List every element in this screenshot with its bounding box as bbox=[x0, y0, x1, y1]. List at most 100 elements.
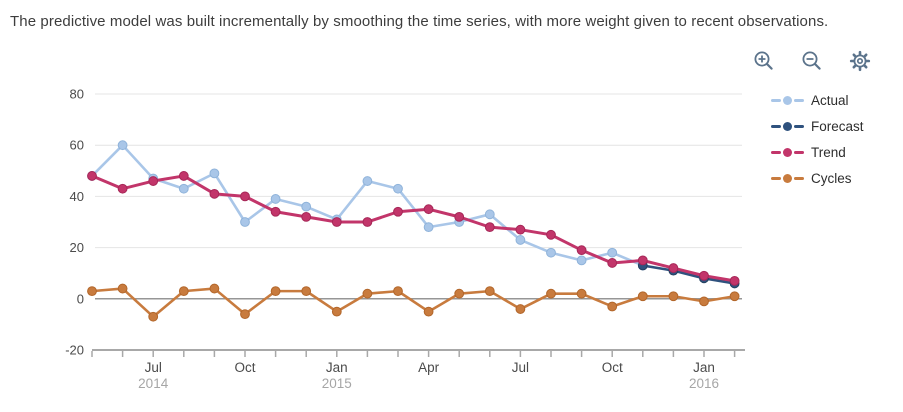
series-trend-point[interactable] bbox=[668, 263, 679, 273]
chart-legend: Actual Forecast Trend Cycles bbox=[771, 93, 864, 186]
series-cycles-point[interactable] bbox=[699, 296, 709, 307]
series-trend-point[interactable] bbox=[117, 183, 128, 194]
zoom-out-icon[interactable] bbox=[800, 49, 824, 73]
series-cycles-point[interactable] bbox=[515, 304, 526, 314]
series-cycles-point[interactable] bbox=[331, 306, 342, 317]
y-tick-label: 80 bbox=[70, 87, 84, 102]
series-actual[interactable] bbox=[87, 140, 648, 271]
series-actual-point[interactable] bbox=[546, 247, 556, 258]
y-tick-label: -20 bbox=[65, 343, 84, 358]
series-trend-line bbox=[90, 174, 737, 283]
series-actual-point[interactable] bbox=[209, 168, 220, 179]
series-trend-point[interactable] bbox=[87, 171, 97, 181]
series-cycles-point[interactable] bbox=[117, 283, 128, 294]
series-cycles-point[interactable] bbox=[423, 306, 434, 317]
y-tick-label: 0 bbox=[77, 291, 84, 306]
series-trend-point[interactable] bbox=[301, 211, 312, 222]
x-month-label: Oct bbox=[602, 360, 623, 375]
series-actual-point[interactable] bbox=[484, 209, 495, 220]
x-month-label: Jul bbox=[512, 360, 529, 375]
series-trend-point[interactable] bbox=[331, 217, 342, 227]
series-cycles-point[interactable] bbox=[301, 286, 312, 297]
legend-marker-icon bbox=[771, 148, 804, 157]
x-year-label: 2014 bbox=[138, 376, 169, 391]
x-year-label: 2016 bbox=[689, 376, 719, 391]
series-trend-point[interactable] bbox=[240, 191, 250, 202]
x-month-label: Oct bbox=[234, 360, 255, 375]
x-year-label: 2015 bbox=[322, 376, 352, 391]
series-trend-point[interactable] bbox=[454, 211, 465, 222]
series-trend-point[interactable] bbox=[515, 224, 526, 235]
legend-item-actual[interactable]: Actual bbox=[771, 93, 864, 108]
y-axis-labels: 80 60 40 20 0 -20 bbox=[65, 87, 84, 358]
series-actual-point[interactable] bbox=[178, 183, 189, 194]
series-actual-point[interactable] bbox=[240, 217, 250, 227]
series-actual-point[interactable] bbox=[607, 247, 618, 258]
legend-label: Cycles bbox=[811, 171, 852, 186]
legend-marker-icon bbox=[771, 122, 804, 131]
x-month-label: Jul bbox=[145, 360, 162, 375]
series-trend-point[interactable] bbox=[607, 258, 618, 268]
series-actual-point[interactable] bbox=[393, 183, 403, 194]
x-month-label: Jan bbox=[326, 360, 348, 375]
legend-marker-icon bbox=[771, 96, 804, 105]
series-forecast[interactable] bbox=[637, 260, 740, 289]
series-cycles-point[interactable] bbox=[178, 286, 189, 297]
series-trend[interactable] bbox=[87, 171, 740, 286]
series-cycles-point[interactable] bbox=[270, 286, 281, 297]
legend-marker-icon bbox=[771, 174, 804, 183]
series-trend-point[interactable] bbox=[637, 255, 648, 266]
series-cycles-point[interactable] bbox=[393, 286, 403, 297]
series-actual-point[interactable] bbox=[576, 255, 587, 266]
series-trend-point[interactable] bbox=[576, 245, 587, 256]
legend-item-forecast[interactable]: Forecast bbox=[771, 119, 864, 134]
legend-item-trend[interactable]: Trend bbox=[771, 145, 864, 160]
series-trend-point[interactable] bbox=[546, 229, 556, 240]
series-cycles-line bbox=[90, 287, 736, 319]
series-cycles-point[interactable] bbox=[454, 288, 465, 299]
y-tick-label: 20 bbox=[70, 240, 84, 255]
series-actual-point[interactable] bbox=[362, 176, 373, 186]
series-cycles-point[interactable] bbox=[576, 288, 587, 299]
series-actual-point[interactable] bbox=[270, 194, 281, 204]
legend-label: Actual bbox=[811, 93, 849, 108]
chart-area[interactable]: 80 60 40 20 0 -20 Jul 2014 Oct Jan 2015 Apr Jul Oct Ja… bbox=[0, 75, 903, 407]
series-trend-point[interactable] bbox=[484, 222, 495, 233]
series-trend-point[interactable] bbox=[699, 270, 709, 281]
chart-subtitle: The predictive model was built increment… bbox=[10, 13, 829, 30]
x-month-label: Jan bbox=[693, 360, 715, 375]
legend-item-cycles[interactable]: Cycles bbox=[771, 171, 864, 186]
series-trend-point[interactable] bbox=[729, 275, 740, 286]
series-cycles-point[interactable] bbox=[668, 291, 679, 302]
series-trend-point[interactable] bbox=[209, 188, 220, 199]
series-cycles-point[interactable] bbox=[148, 311, 159, 322]
series-trend-point[interactable] bbox=[393, 206, 403, 217]
series-cycles[interactable] bbox=[87, 283, 740, 322]
series-cycles-point[interactable] bbox=[729, 291, 740, 302]
series-trend-point[interactable] bbox=[270, 206, 281, 217]
series-trend-point[interactable] bbox=[178, 171, 189, 181]
settings-gear-icon[interactable] bbox=[848, 49, 872, 73]
series-cycles-point[interactable] bbox=[546, 288, 556, 299]
series-actual-point[interactable] bbox=[117, 140, 128, 151]
series-actual-point[interactable] bbox=[515, 235, 526, 245]
series-cycles-point[interactable] bbox=[484, 286, 495, 297]
x-month-label: Apr bbox=[418, 360, 440, 375]
series-cycles-point[interactable] bbox=[240, 309, 250, 320]
series-cycles-point[interactable] bbox=[87, 286, 97, 297]
series-trend-point[interactable] bbox=[362, 217, 373, 227]
y-tick-label: 60 bbox=[70, 138, 84, 153]
zoom-in-icon[interactable] bbox=[752, 49, 776, 73]
series-actual-point[interactable] bbox=[301, 201, 312, 212]
legend-label: Trend bbox=[811, 145, 846, 160]
y-tick-label: 40 bbox=[70, 189, 84, 204]
series-cycles-point[interactable] bbox=[607, 301, 618, 312]
series-trend-point[interactable] bbox=[148, 176, 159, 186]
series-trend-point[interactable] bbox=[423, 204, 434, 215]
series-actual-point[interactable] bbox=[423, 222, 434, 233]
series-cycles-point[interactable] bbox=[362, 288, 373, 299]
series-cycles-point[interactable] bbox=[637, 291, 648, 302]
series-cycles-point[interactable] bbox=[209, 283, 220, 294]
